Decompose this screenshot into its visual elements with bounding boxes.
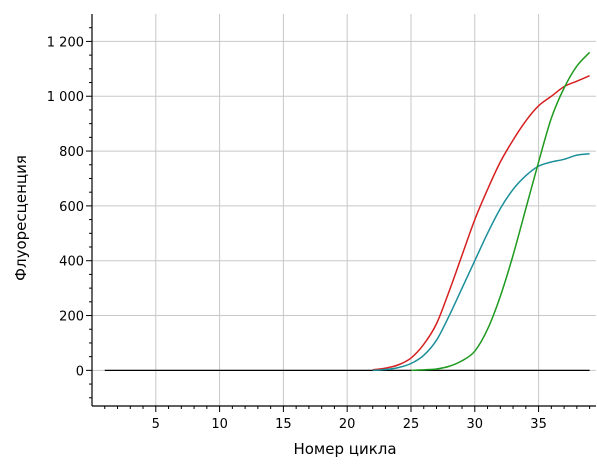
y-tick-label: 400 — [59, 255, 84, 270]
y-tick-label: 600 — [59, 200, 84, 215]
x-tick-label: 5 — [152, 417, 160, 432]
x-tick-label: 30 — [467, 417, 484, 432]
x-tick-label: 25 — [403, 417, 420, 432]
series-line — [372, 153, 590, 372]
y-tick-label: 200 — [59, 310, 84, 325]
series — [104, 51, 591, 372]
y-tick-label: 0 — [76, 364, 84, 379]
axes — [86, 14, 596, 412]
series-line — [410, 51, 591, 372]
y-tick-label: 1 000 — [47, 90, 84, 105]
x-tick-label: 35 — [530, 417, 547, 432]
y-tick-label: 800 — [59, 145, 84, 160]
x-tick-label: 20 — [339, 417, 356, 432]
y-axis-title: Флуоресценция — [12, 155, 30, 281]
series-line — [372, 74, 590, 371]
y-tick-label: 1 200 — [47, 35, 84, 50]
x-tick-label: 15 — [275, 417, 292, 432]
tick-labels: 5 10 15 20 25 30 35 0 200 400 600 800 1 000 1 200 — [47, 35, 547, 432]
x-axis-title: Номер цикла — [293, 440, 396, 458]
x-tick-label: 10 — [211, 417, 228, 432]
